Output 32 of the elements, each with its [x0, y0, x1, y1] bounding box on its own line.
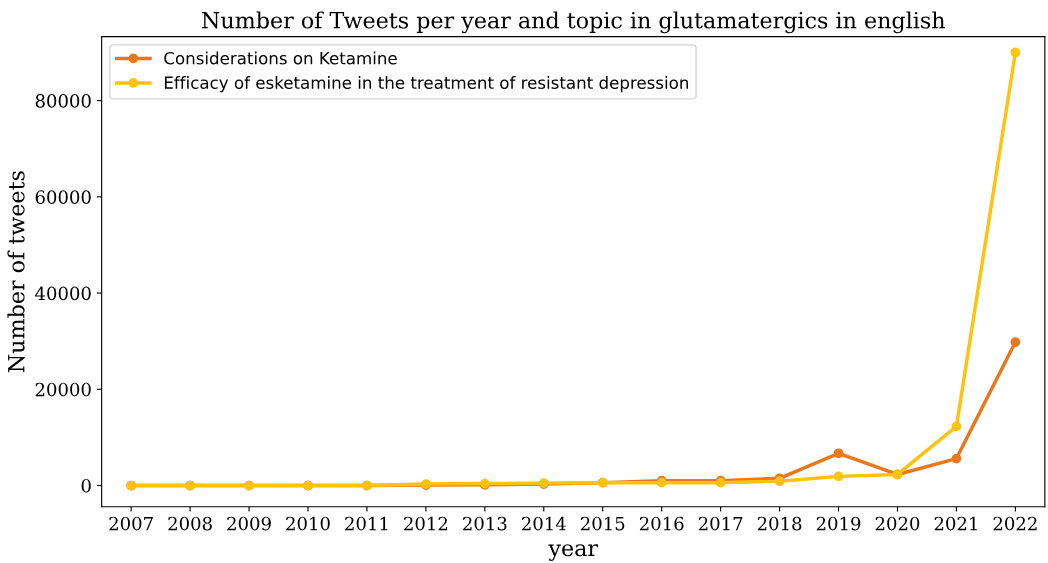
- x-tick-label: 2022: [993, 516, 1037, 531]
- x-tick-label: 2019: [816, 516, 861, 531]
- x-tick-label: 2010: [286, 516, 330, 531]
- legend-label: Considerations on Ketamine: [164, 51, 397, 65]
- x-axis-title: year: [548, 544, 599, 561]
- point: [951, 453, 962, 464]
- y-axis-title: Number of tweets: [7, 171, 25, 373]
- x-tick-label: 2011: [345, 516, 388, 531]
- y-tick-label: 0: [81, 478, 91, 493]
- y-tick-label: 40000: [35, 286, 91, 301]
- x-tick-label: 2013: [463, 516, 507, 531]
- point: [1010, 337, 1021, 348]
- x-tick-label: 2009: [227, 516, 271, 531]
- x-tick-label: 2008: [168, 516, 212, 531]
- y-tick-label: 60000: [35, 190, 91, 204]
- legend-label: Efficacy of esketamine in the treatment of resistant depression: [164, 76, 689, 93]
- chart-title: Number of Tweets per year and topic in glutamatergics in english: [202, 11, 945, 34]
- x-tick-label: 2007: [109, 516, 153, 531]
- y-tick-label: 80000: [35, 94, 91, 108]
- x-tick-label: 2017: [698, 516, 743, 531]
- point: [833, 448, 844, 459]
- point: [1010, 47, 1021, 58]
- x-tick-label: 2016: [639, 516, 684, 531]
- x-tick-label: 2014: [522, 516, 566, 531]
- x-tick-label: 2015: [580, 516, 625, 531]
- x-tick-label: 2018: [757, 516, 802, 531]
- point: [833, 471, 844, 482]
- x-tick-label: 2020: [875, 516, 920, 531]
- point: [951, 421, 962, 432]
- x-tick-label: 2012: [404, 516, 448, 531]
- y-tick-label: 20000: [35, 382, 91, 397]
- x-tick-label: 2021: [934, 516, 977, 531]
